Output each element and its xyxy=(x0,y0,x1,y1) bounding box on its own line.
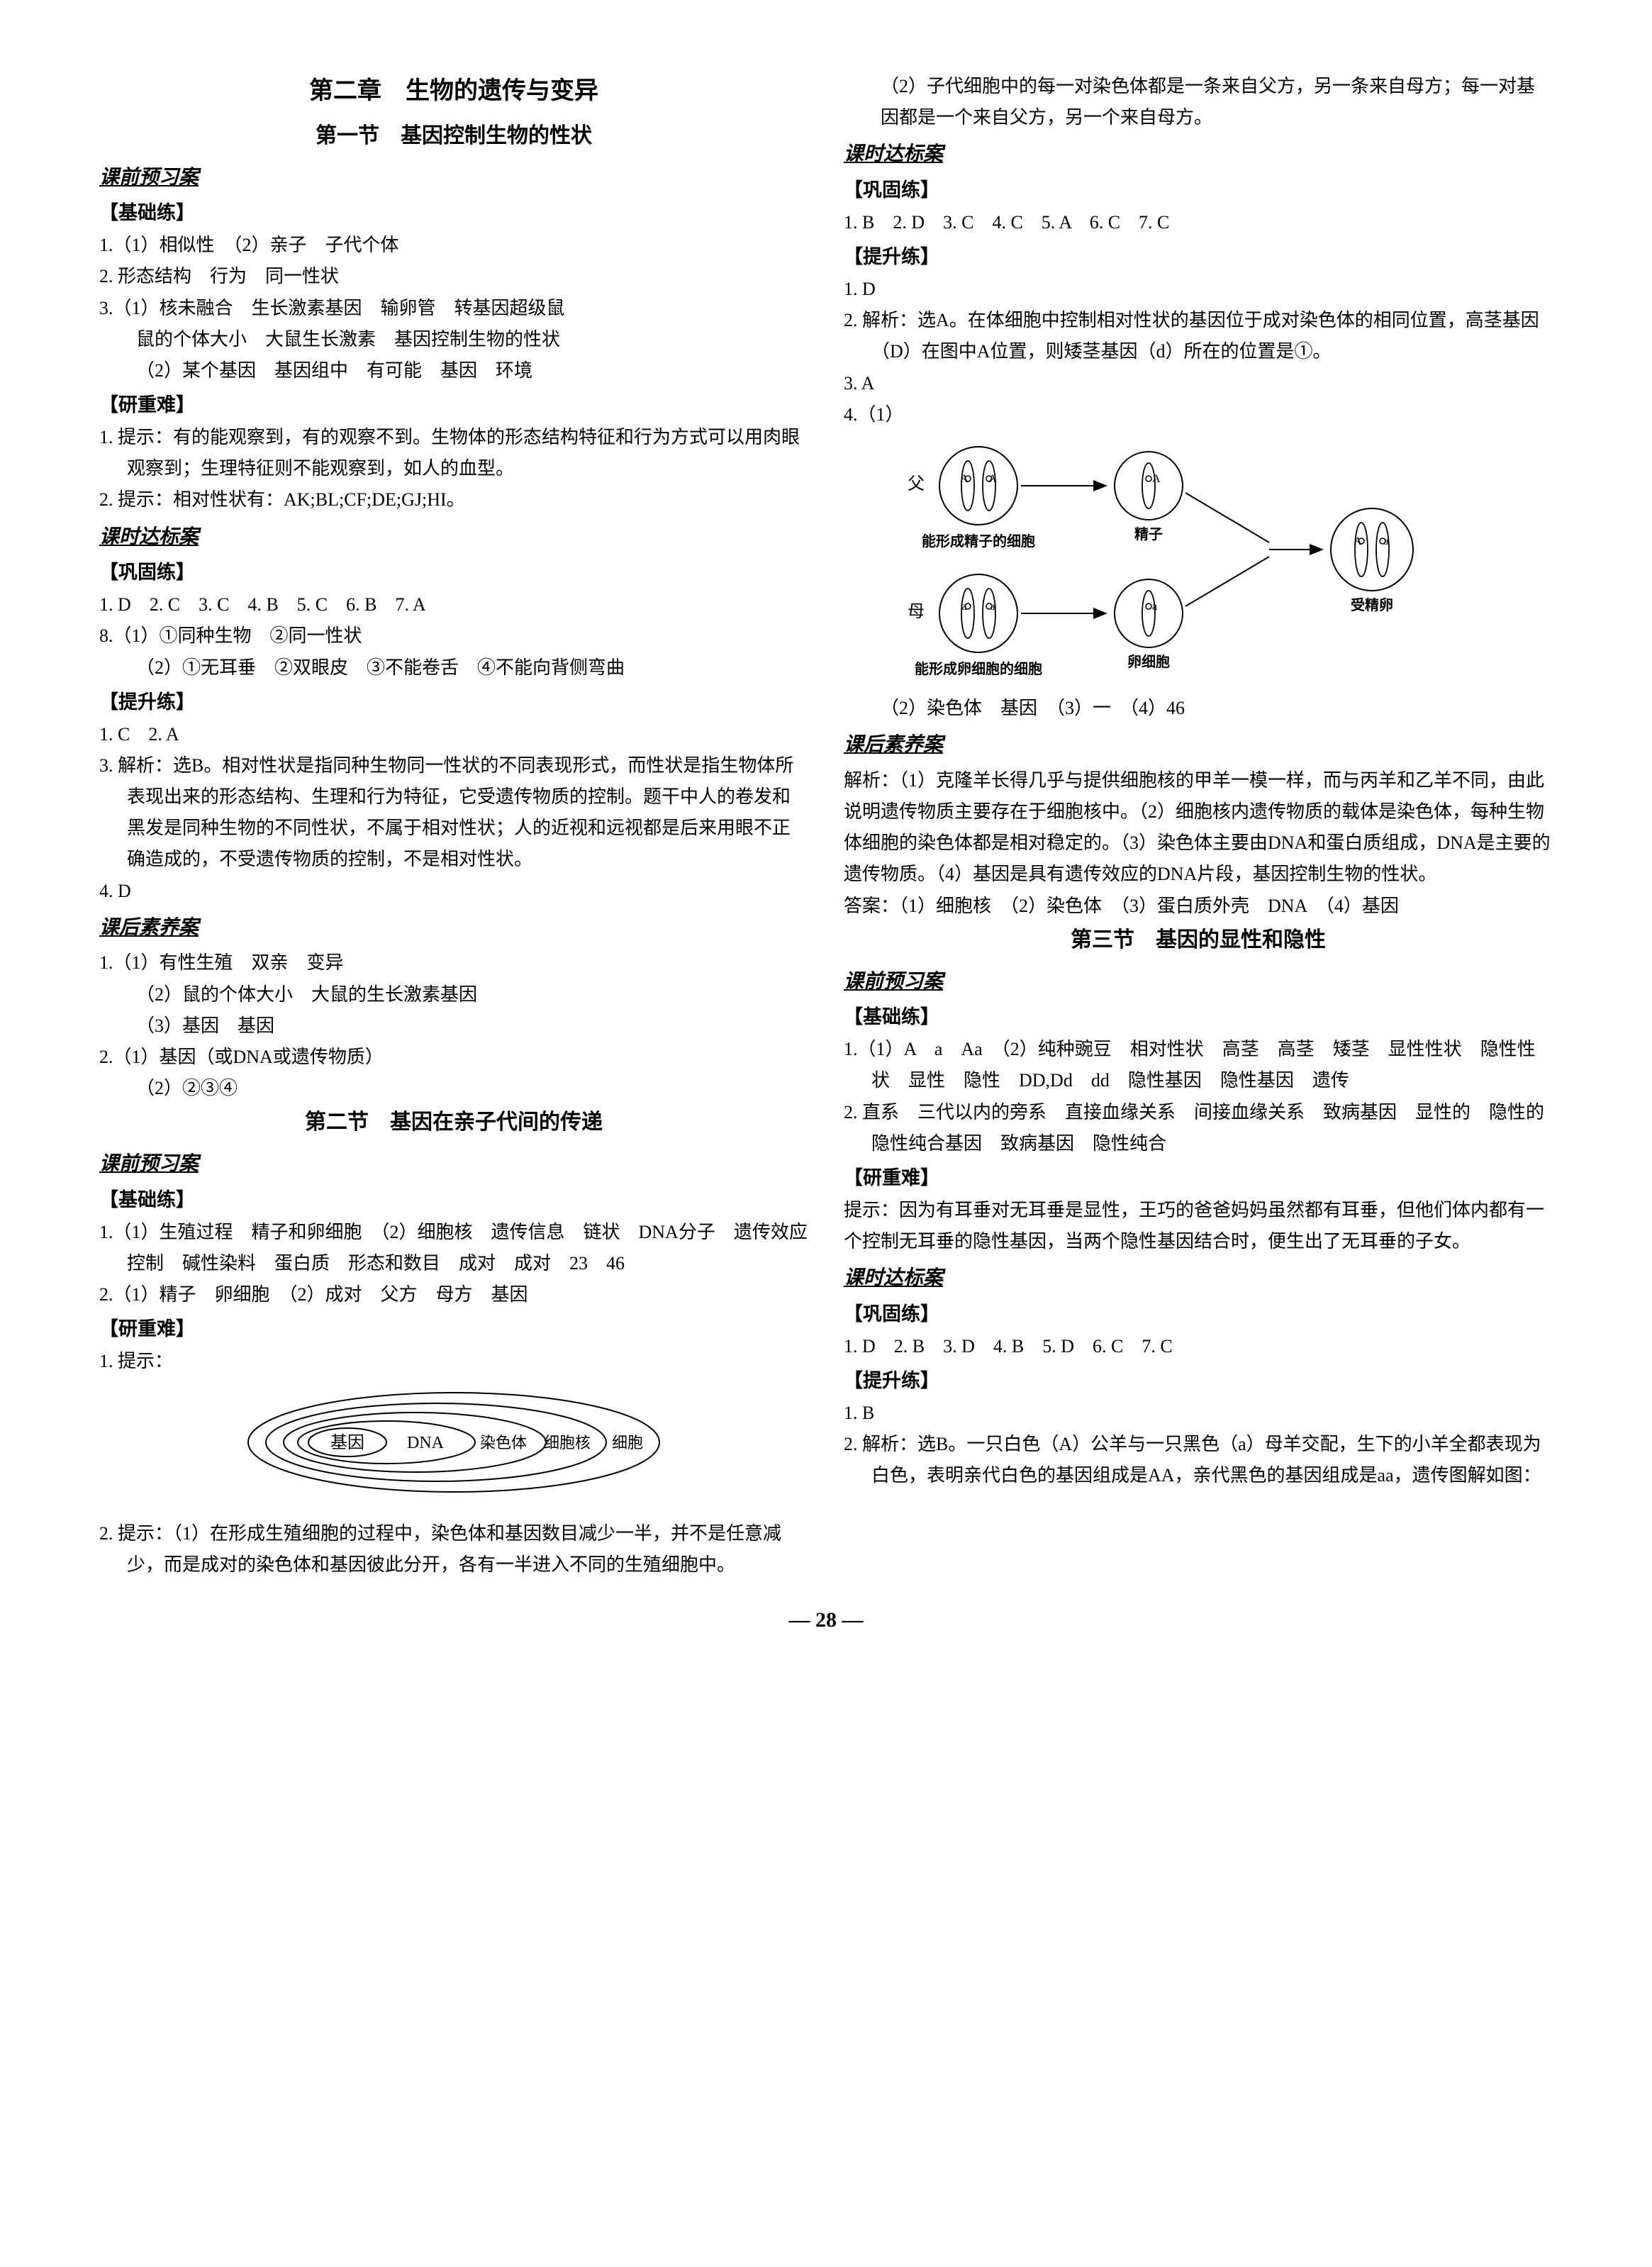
chapter-title: 第二章 生物的遗传与变异 xyxy=(99,71,808,112)
text-line: （2）①无耳垂 ②双眼皮 ③不能卷舌 ④不能向背侧弯曲 xyxy=(136,652,808,684)
text-line: 2. 提示：（1）在形成生殖细胞的过程中，染色体和基因数目减少一半，并不是任意减… xyxy=(127,1518,808,1581)
s1-standard-heading: 课时达标案 xyxy=(99,520,808,555)
svg-text:A: A xyxy=(988,473,997,485)
svg-text:a: a xyxy=(1152,601,1157,613)
text-line: 1. 提示： xyxy=(99,1346,808,1377)
s3-consolidate-label: 【巩固练】 xyxy=(844,1298,1553,1331)
s3-preview-heading: 课前预习案 xyxy=(844,965,1553,999)
text-line: 2. 形态结构 行为 同一性状 xyxy=(99,261,808,292)
s1-consolidate-label: 【巩固练】 xyxy=(99,557,808,589)
s2-basic-label: 【基础练】 xyxy=(99,1184,808,1217)
text-line: 1.（1）相似性 （2）亲子 子代个体 xyxy=(99,230,808,261)
s3-basic-label: 【基础练】 xyxy=(844,1001,1553,1034)
s1-improve-label: 【提升练】 xyxy=(99,686,808,719)
svg-text:A: A xyxy=(960,473,969,485)
text-line: （2）鼠的个体大小 大鼠的生长激素基因 xyxy=(136,979,808,1010)
text-line: 1. B xyxy=(844,1398,1553,1429)
text-line: 1. B 2. D 3. C 4. C 5. A 6. C 7. C xyxy=(844,207,1553,238)
text-line: 2. 解析：选B。一只白色（A）公羊与一只黑色（a）母羊交配，生下的小羊全都表现… xyxy=(871,1429,1553,1491)
text-line: 1. D 2. C 3. C 4. B 5. C 6. B 7. A xyxy=(99,589,808,620)
page-container: 第二章 生物的遗传与变异 第一节 基因控制生物的性状 课前预习案 【基础练】 1… xyxy=(99,71,1553,1581)
zygote-caption: 受精卵 xyxy=(1351,596,1393,613)
s2-standard-heading: 课时达标案 xyxy=(844,138,1553,172)
text-line: （2）染色体 基因 （3）一 （4）46 xyxy=(881,693,1553,724)
oval-nested-diagram: 基因 DNA 染色体 细胞核 细胞 xyxy=(241,1386,666,1509)
text-line: 1.（1）有性生殖 双亲 变异 xyxy=(99,947,808,979)
text-line: 1.（1）A a Aa （2）纯种豌豆 相对性状 高茎 高茎 矮茎 显性性状 隐… xyxy=(871,1034,1553,1096)
s1-literacy-heading: 课后素养案 xyxy=(99,911,808,945)
text-line: （2）子代细胞中的每一对染色体都是一条来自父方，另一条来自母方；每一对基因都是一… xyxy=(881,71,1553,133)
text-line: 3.（1）核未融合 生长激素基因 输卵管 转基因超级鼠 xyxy=(127,293,808,324)
text-line: 2. 解析：选A。在体细胞中控制相对性状的基因位于成对染色体的相同位置，高茎基因… xyxy=(871,305,1553,367)
text-line: 4. D xyxy=(99,876,808,907)
s2-literacy-heading: 课后素养案 xyxy=(844,728,1553,762)
text-line: 1. D 2. B 3. D 4. B 5. D 6. C 7. C xyxy=(844,1331,1553,1362)
left-column: 第二章 生物的遗传与变异 第一节 基因控制生物的性状 课前预习案 【基础练】 1… xyxy=(99,71,808,1581)
svg-text:A: A xyxy=(1354,535,1362,547)
text-line: 1. D xyxy=(844,274,1553,305)
oval-label-cell: 细胞 xyxy=(612,1434,643,1452)
egg-caption: 卵细胞 xyxy=(1127,653,1170,670)
svg-text:a: a xyxy=(961,601,966,613)
text-line: 2.（1）基因（或DNA或遗传物质） xyxy=(99,1042,808,1073)
s1-basic-label: 【基础练】 xyxy=(99,197,808,230)
father-cell-caption: 能形成精子的细胞 xyxy=(922,533,1035,550)
cell-inheritance-diagram: 父 A A 能形成精子的细胞 A 精子 母 xyxy=(886,436,1553,687)
section2-title: 第二节 基因在亲子代间的传递 xyxy=(99,1104,808,1140)
sperm-caption: 精子 xyxy=(1134,525,1163,542)
s3-hard-label: 【研重难】 xyxy=(844,1162,1553,1195)
oval-label-nucleus: 细胞核 xyxy=(544,1434,591,1452)
text-line: 鼠的个体大小 大鼠生长激素 基因控制生物的性状 xyxy=(136,324,808,355)
text-line: 1. C 2. A xyxy=(99,719,808,750)
oval-label-dna: DNA xyxy=(407,1434,445,1452)
s2-improve-label: 【提升练】 xyxy=(844,241,1553,274)
father-label: 父 xyxy=(908,475,925,494)
right-column: （2）子代细胞中的每一对染色体都是一条来自父方，另一条来自母方；每一对基因都是一… xyxy=(844,71,1553,1581)
s2-preview-heading: 课前预习案 xyxy=(99,1147,808,1181)
text-line: 解析：（1）克隆羊长得几乎与提供细胞核的甲羊一模一样，而与丙羊和乙羊不同，由此说… xyxy=(844,765,1553,891)
s1-preview-heading: 课前预习案 xyxy=(99,161,808,195)
text-line: 3. 解析：选B。相对性状是指同种生物同一性状的不同表现形式，而性状是指生物体所… xyxy=(127,750,808,876)
text-line: 2. 提示：相对性状有：AK;BL;CF;DE;GJ;HI。 xyxy=(99,484,808,516)
oval-label-chrom: 染色体 xyxy=(480,1434,527,1452)
s2-hard-label: 【研重难】 xyxy=(99,1313,808,1346)
text-line: 1. 提示：有的能观察到，有的观察不到。生物体的形态结构特征和行为方式可以用肉眼… xyxy=(127,422,808,484)
text-line: 2.（1）精子 卵细胞 （2）成对 父方 母方 基因 xyxy=(99,1279,808,1310)
text-line: 4.（1） xyxy=(844,399,1553,430)
mother-label: 母 xyxy=(908,603,925,621)
text-line: （2）②③④ xyxy=(136,1073,808,1104)
page-number: — 28 — xyxy=(99,1602,1553,1638)
text-line: （2）某个基因 基因组中 有可能 基因 环境 xyxy=(136,355,808,386)
svg-text:a: a xyxy=(990,601,995,613)
text-line: 1.（1）生殖过程 精子和卵细胞 （2）细胞核 遗传信息 链状 DNA分子 遗传… xyxy=(127,1217,808,1279)
section1-title: 第一节 基因控制生物的性状 xyxy=(99,118,808,154)
section3-title: 第三节 基因的显性和隐性 xyxy=(844,922,1553,958)
text-line: 答案：（1）细胞核 （2）染色体 （3）蛋白质外壳 DNA （4）基因 xyxy=(844,891,1553,922)
text-line: 8.（1）①同种生物 ②同一性状 xyxy=(99,620,808,652)
s1-hard-label: 【研重难】 xyxy=(99,389,808,422)
text-line: （3）基因 基因 xyxy=(136,1010,808,1042)
s2-consolidate-label: 【巩固练】 xyxy=(844,174,1553,207)
s3-improve-label: 【提升练】 xyxy=(844,1365,1553,1398)
svg-text:A: A xyxy=(1152,473,1161,485)
oval-label-gene: 基因 xyxy=(330,1433,364,1452)
text-line: 提示：因为有耳垂对无耳垂是显性，王巧的爸爸妈妈虽然都有耳垂，但他们体内都有一个控… xyxy=(844,1195,1553,1257)
svg-text:a: a xyxy=(1383,535,1388,547)
text-line: 3. A xyxy=(844,368,1553,399)
s3-standard-heading: 课时达标案 xyxy=(844,1261,1553,1296)
mother-cell-caption: 能形成卵细胞的细胞 xyxy=(915,660,1042,677)
text-line: 2. 直系 三代以内的旁系 直接血缘关系 间接血缘关系 致病基因 显性的 隐性的… xyxy=(871,1097,1553,1159)
